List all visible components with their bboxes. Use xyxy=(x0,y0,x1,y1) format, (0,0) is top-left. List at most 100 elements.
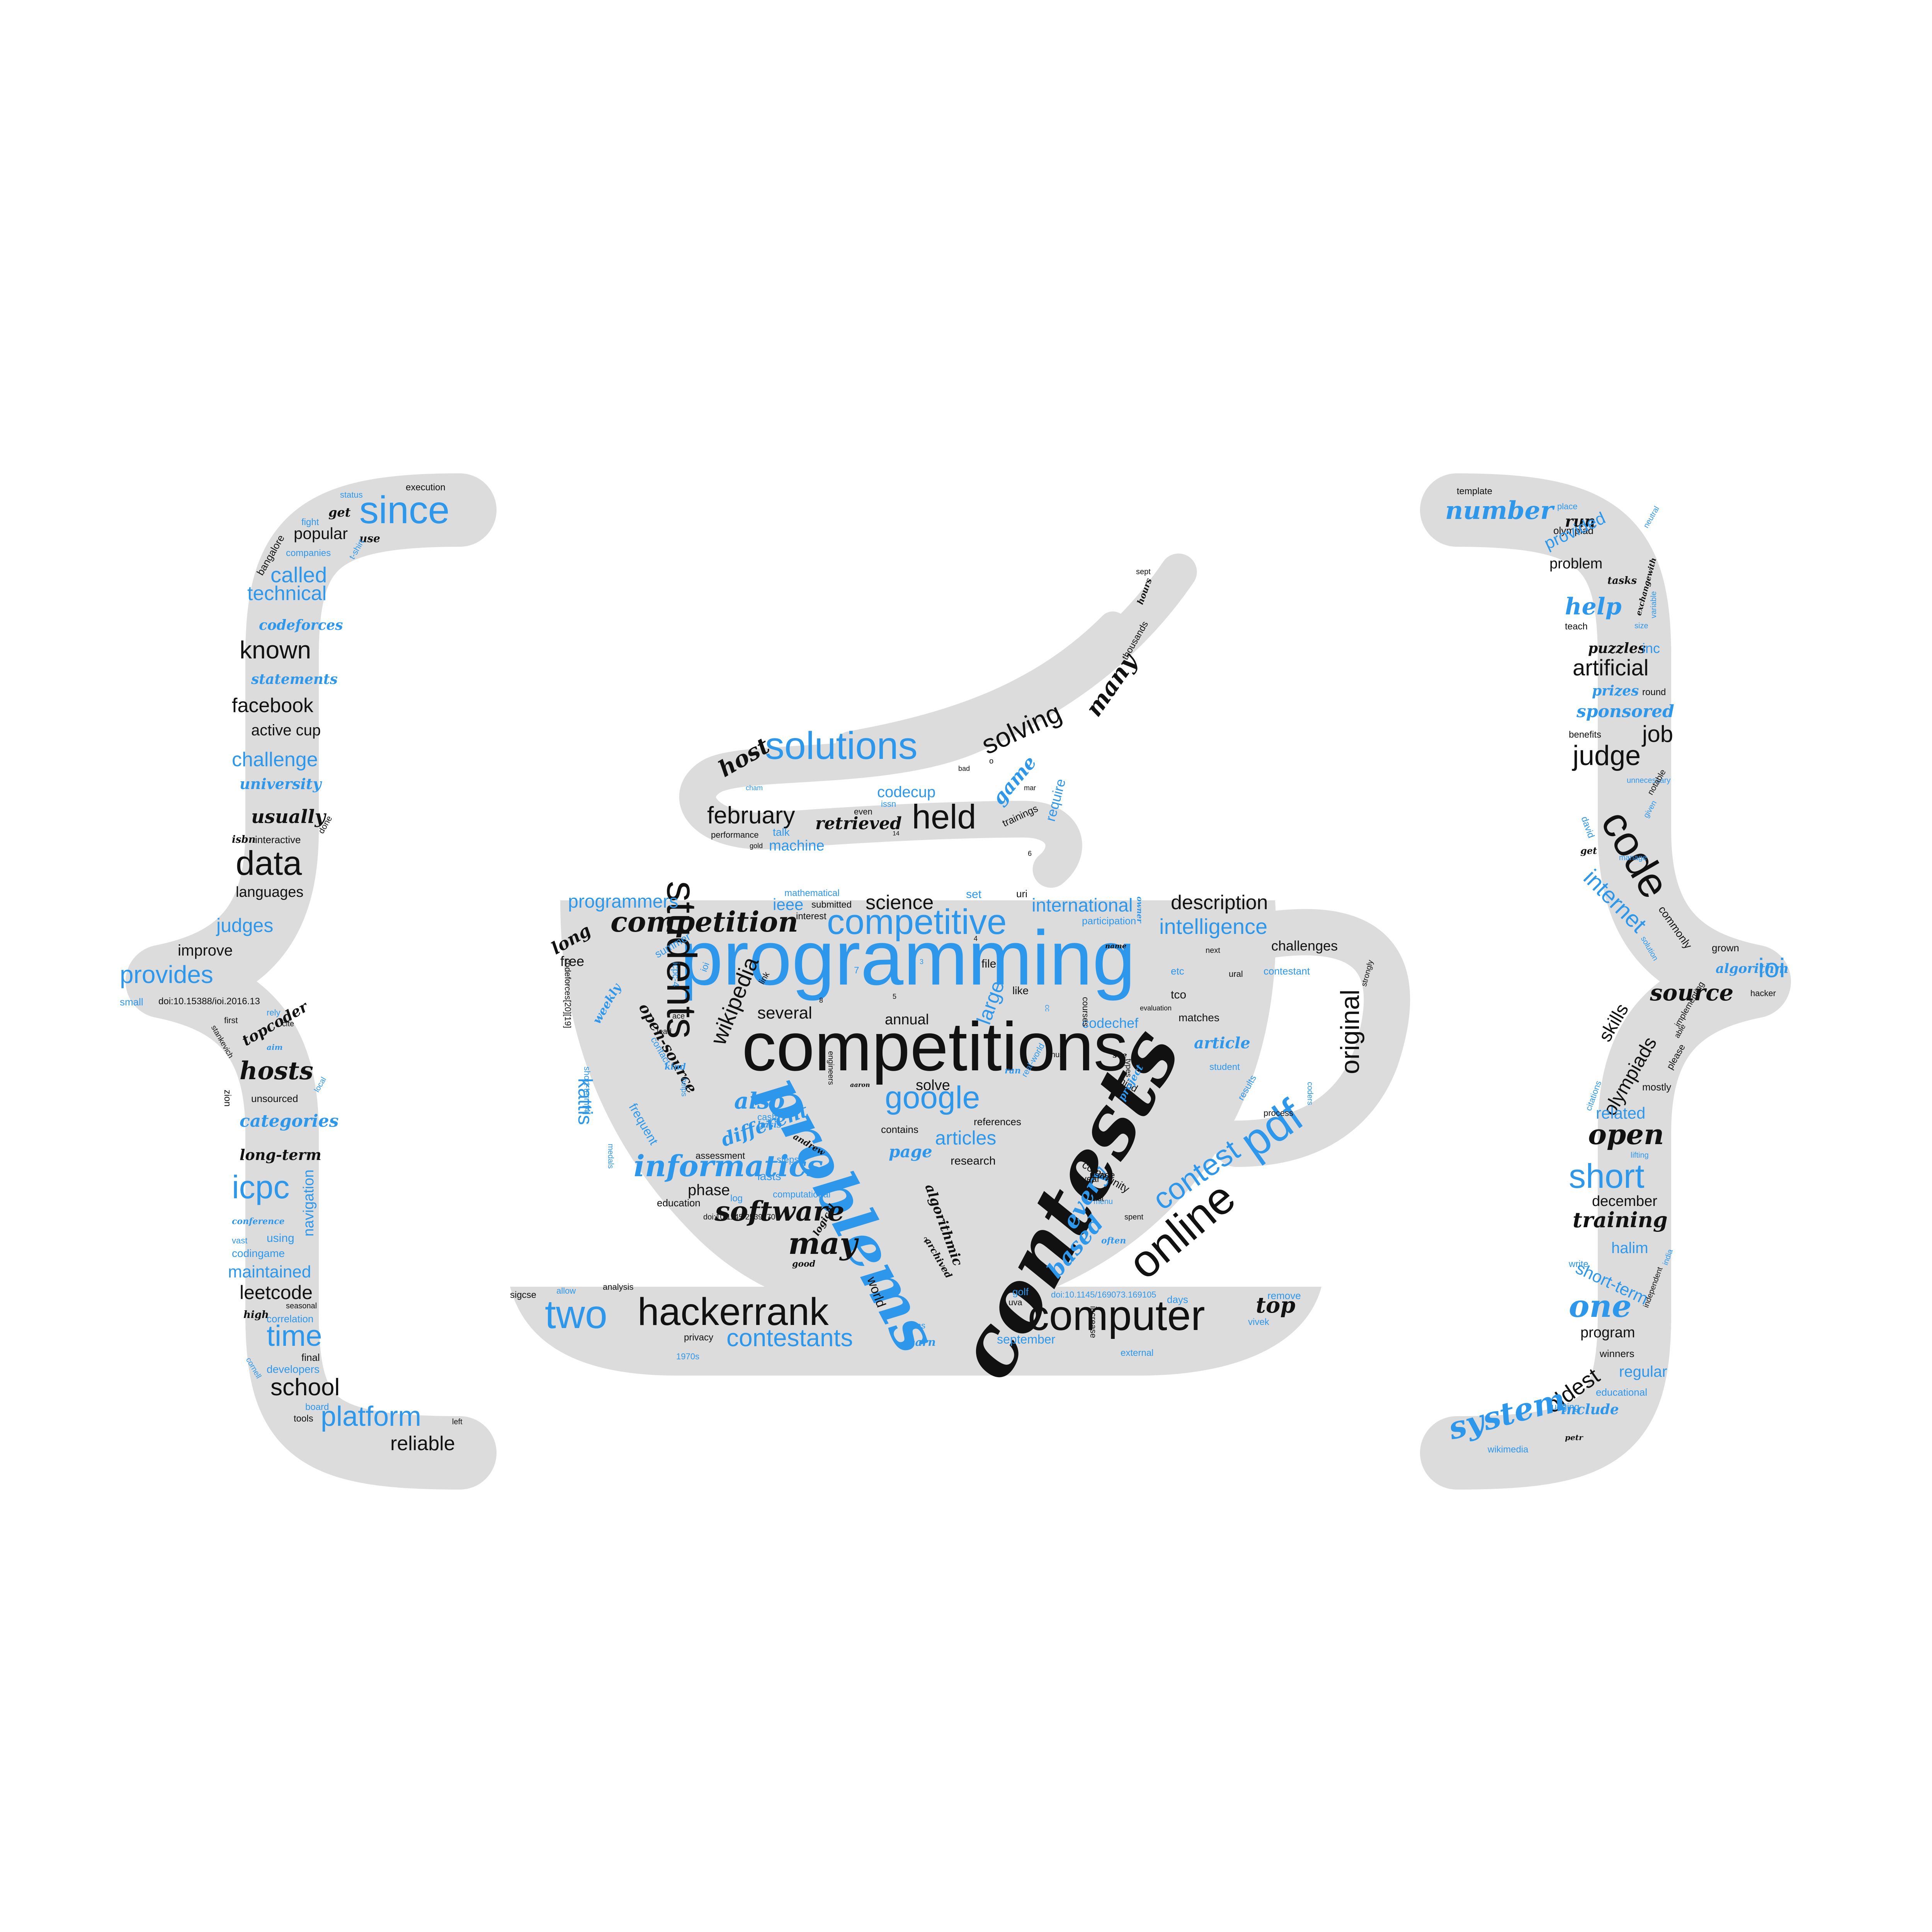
word: codecup xyxy=(877,784,936,801)
word: two xyxy=(545,1292,607,1337)
word: bad xyxy=(958,765,970,772)
word: regular xyxy=(1619,1363,1667,1380)
word: job xyxy=(1642,721,1673,747)
word: 2 xyxy=(923,1236,928,1244)
word: talk xyxy=(773,826,790,838)
word: challenges xyxy=(1271,938,1338,954)
word: conference xyxy=(232,1216,285,1226)
word: active cup xyxy=(251,722,321,739)
word: top xyxy=(1256,1293,1296,1318)
word: allow xyxy=(556,1286,576,1296)
word: participation xyxy=(1082,915,1136,927)
word: university xyxy=(240,775,321,793)
word: sigcse xyxy=(510,1290,537,1300)
word: board xyxy=(305,1402,329,1412)
word: final xyxy=(301,1352,320,1363)
word: competitive xyxy=(827,902,1007,942)
saucer xyxy=(510,1287,1321,1376)
word: provides xyxy=(120,961,213,988)
word: platform xyxy=(321,1401,422,1432)
left-curly-brace xyxy=(126,473,497,1490)
word: companies xyxy=(286,548,331,558)
word: doi:10.1145/2539270 xyxy=(703,1213,776,1221)
word: uri xyxy=(1016,888,1027,900)
word: set xyxy=(966,888,982,901)
word: isbn xyxy=(232,834,256,845)
word: open xyxy=(1588,1118,1664,1151)
word: like xyxy=(1012,985,1029,997)
word: usually xyxy=(251,806,326,828)
word: may xyxy=(788,1226,857,1261)
word: ural xyxy=(1229,969,1243,979)
word: list xyxy=(1094,1193,1104,1203)
word: artificial xyxy=(1573,655,1649,680)
word: increase xyxy=(1088,1306,1098,1338)
word: ace xyxy=(672,1012,685,1020)
word: programming xyxy=(680,915,1136,1001)
word: menu xyxy=(1094,1197,1113,1206)
word: tasks xyxy=(1607,575,1637,587)
word: process xyxy=(1264,1108,1294,1118)
word: hackerrank xyxy=(638,1290,829,1333)
word: machine xyxy=(769,838,825,854)
word: lasts xyxy=(757,1170,781,1183)
word: cham xyxy=(746,784,763,792)
word: competition xyxy=(611,905,798,938)
word: informatics xyxy=(634,1149,823,1183)
word: etc xyxy=(1171,965,1184,977)
word: held xyxy=(912,798,976,836)
word: research xyxy=(951,1155,996,1167)
word: december xyxy=(1592,1193,1657,1209)
word: statements xyxy=(251,671,338,687)
word: size xyxy=(1634,622,1648,630)
word: technical xyxy=(247,582,327,605)
word: contestants xyxy=(726,1324,853,1352)
word: coders xyxy=(1306,1082,1314,1105)
word: using xyxy=(267,1232,294,1245)
word: petr xyxy=(1565,1433,1583,1442)
word: gold xyxy=(750,842,763,850)
word: september xyxy=(997,1332,1056,1346)
word: round xyxy=(1642,687,1666,697)
word: phase xyxy=(688,1182,730,1199)
word: hacker xyxy=(1750,988,1776,998)
word: maintained xyxy=(228,1262,311,1281)
word: languages xyxy=(236,884,304,900)
word: log xyxy=(730,1193,743,1204)
word: correlation xyxy=(267,1313,314,1325)
word: performance xyxy=(711,830,759,840)
word: grown xyxy=(1712,942,1739,954)
word: cash xyxy=(757,1112,777,1122)
word: codeforces[20][19] xyxy=(563,958,573,1029)
word: teach xyxy=(1565,621,1588,632)
word: improve xyxy=(178,942,233,959)
word: status xyxy=(340,490,363,500)
word: references xyxy=(974,1116,1021,1128)
word: lead xyxy=(657,1027,672,1036)
word: google xyxy=(885,1080,980,1115)
word: computational xyxy=(773,1189,831,1200)
word: several xyxy=(757,1003,812,1022)
word: solve xyxy=(916,1077,950,1094)
word: ioi xyxy=(1758,953,1786,983)
word: algorithm xyxy=(1716,961,1789,976)
word: contains xyxy=(881,1124,918,1135)
word: days xyxy=(1167,1294,1188,1305)
word: school xyxy=(270,1374,340,1401)
word: intelligence xyxy=(1159,914,1268,939)
word: programmers xyxy=(568,891,679,912)
word: doi:10.1145/169073.169105 xyxy=(1051,1290,1156,1299)
word: 14 xyxy=(893,830,900,837)
word: articles xyxy=(935,1127,997,1149)
word: science xyxy=(866,891,934,914)
word: inc xyxy=(1642,640,1660,656)
word: challenge xyxy=(232,748,318,771)
word: 8 xyxy=(819,997,823,1004)
word: evaluation xyxy=(1140,1004,1172,1012)
word: nus xyxy=(1051,1051,1064,1059)
word: mathematical xyxy=(784,888,840,898)
word: include xyxy=(1561,1401,1619,1418)
word: fight xyxy=(301,517,319,527)
